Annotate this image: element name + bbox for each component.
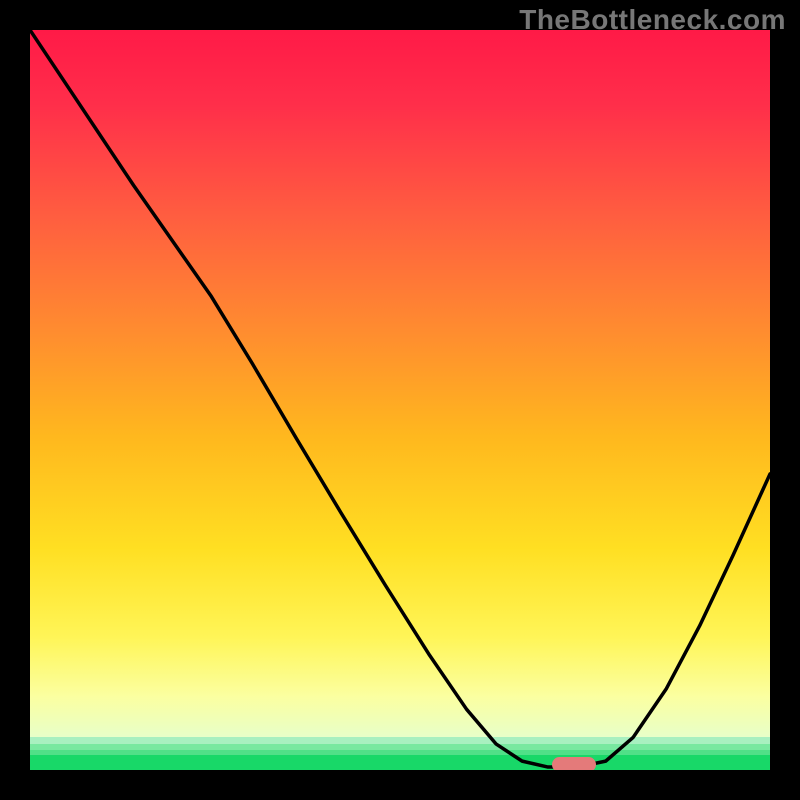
chart-container: { "watermark": { "text": "TheBottleneck.… xyxy=(0,0,800,800)
optimal-marker xyxy=(552,757,596,770)
plot-area xyxy=(30,30,770,770)
curve-line xyxy=(30,30,770,770)
watermark-text: TheBottleneck.com xyxy=(519,4,786,36)
